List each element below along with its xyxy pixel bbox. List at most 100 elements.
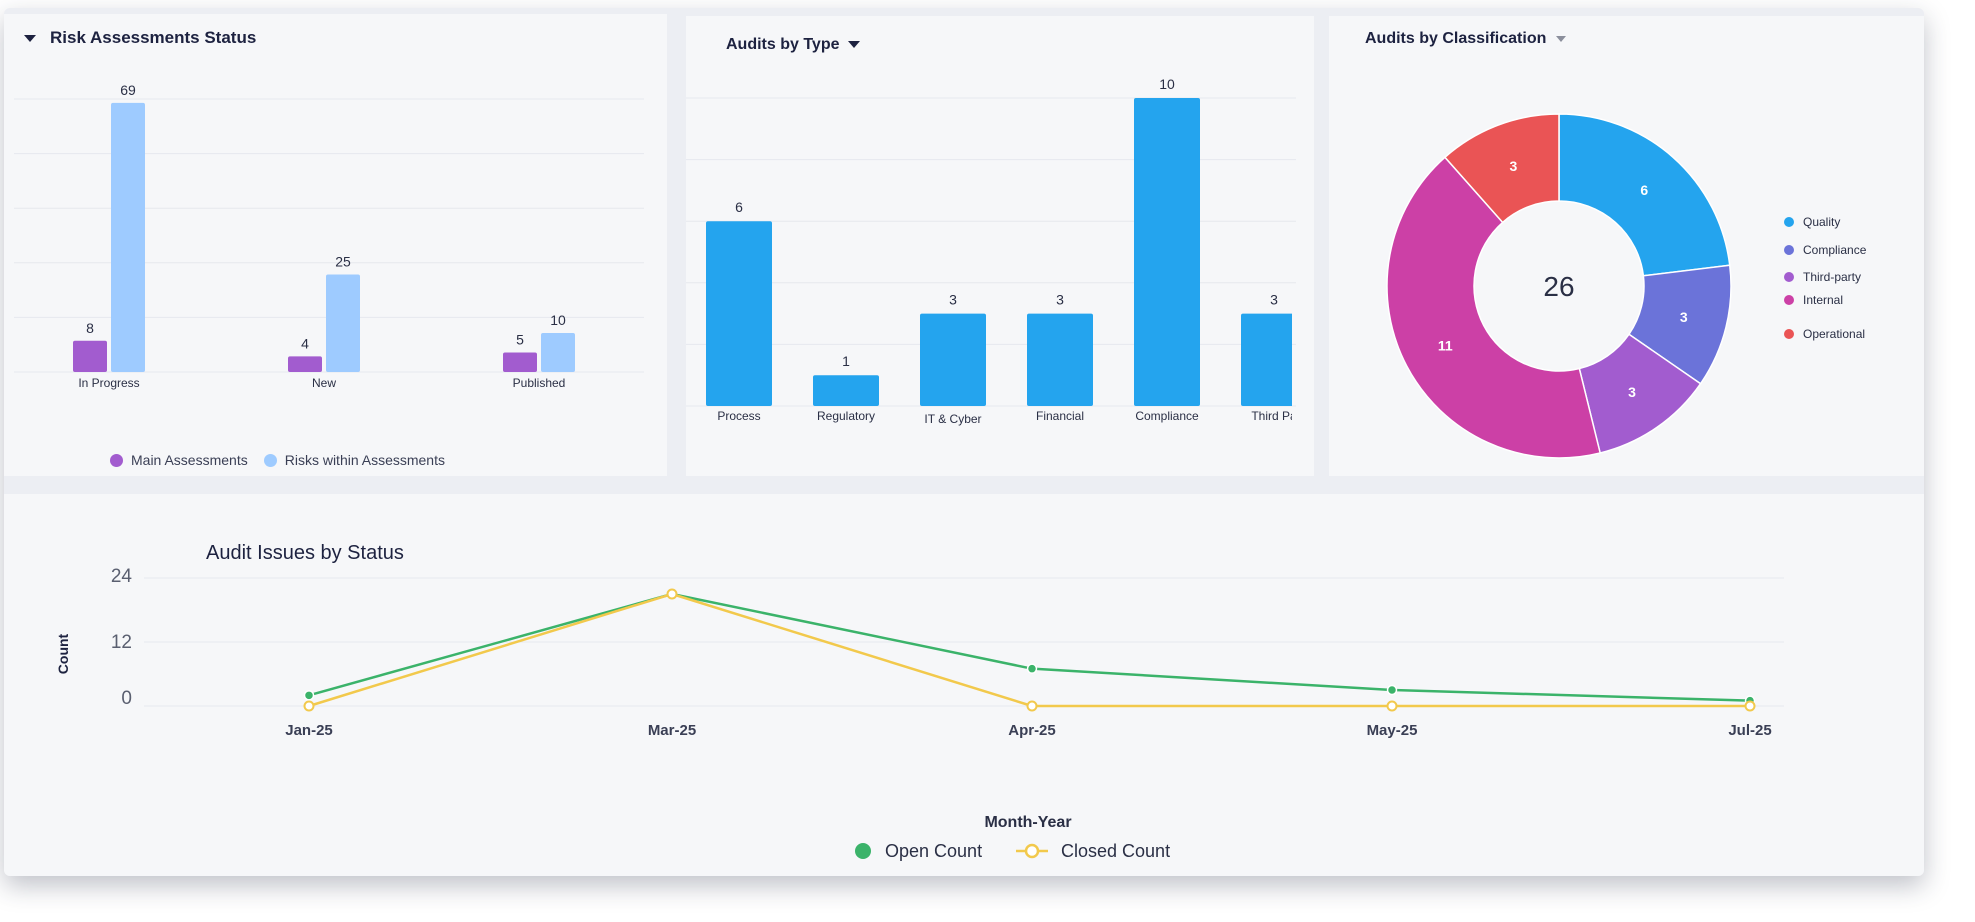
risk-bar-risks-within-assessments-published xyxy=(541,333,575,372)
audit-issues-chart: 0 12 24 Count Month-Year Jan-25 Mar-25 Apr-25 Ma… xyxy=(55,566,1784,861)
legend-label-risks-within[interactable]: Risks within Assessments xyxy=(284,452,445,468)
line-point-closed-count-jan-25 xyxy=(303,700,315,712)
caret-down-icon[interactable] xyxy=(24,35,36,43)
risk-bar-risks-within-assessments-new xyxy=(326,274,360,372)
type-tick-it-cyber: IT & Cyber xyxy=(924,412,981,426)
line-y-tick-0: 0 xyxy=(121,688,132,709)
type-bar-value-compliance: 10 xyxy=(1159,76,1175,92)
line-x-tick-may-25: May-25 xyxy=(1367,722,1418,739)
risk-tick-new: New xyxy=(312,376,336,390)
donut-legend-label-quality: Quality xyxy=(1803,215,1840,229)
donut-legend-label-compliance: Compliance xyxy=(1803,243,1867,257)
line-x-tick-mar-25: Mar-25 xyxy=(648,722,696,739)
line-point-closed-count-jul-25 xyxy=(1744,700,1756,712)
donut-legend-dot-operational xyxy=(1784,329,1794,339)
donut-legend-label-internal: Internal xyxy=(1803,293,1843,307)
audits-by-classification-chart: 6 3 3 11 3 26 Quality Compliance Third-party Inte… xyxy=(1386,113,1867,459)
risk-assessments-panel: Risk Assessments Status 8 69 In Progress 4 2… xyxy=(4,14,667,476)
donut-value-compliance: 3 xyxy=(1680,309,1688,325)
type-tick-process: Process xyxy=(717,409,760,423)
donut-value-internal: 11 xyxy=(1438,338,1453,354)
risk-bar-value-risks-within-assessments-in-progress: 69 xyxy=(120,82,136,98)
line-x-tick-apr-25: Apr-25 xyxy=(1008,722,1056,739)
type-bar-value-it-cyber: 3 xyxy=(949,292,957,308)
risk-tick-published: Published xyxy=(513,376,566,390)
line-legend-label-open-count: Open Count xyxy=(885,841,982,861)
line-series-open-count xyxy=(308,592,1751,702)
type-x-axis-label: Type xyxy=(969,463,998,466)
line-x-tick-jan-25: Jan-25 xyxy=(285,722,333,739)
audit-issues-panel: Audit Issues by Status 0 12 24 Count Month-Y… xyxy=(4,494,1924,876)
risk-bar-main-assessments-in-progress xyxy=(73,340,107,372)
caret-down-icon[interactable] xyxy=(847,41,860,49)
donut-center-total: 26 xyxy=(1543,271,1574,302)
type-bar-value-regulatory: 1 xyxy=(842,353,850,369)
type-bar-value-financial: 3 xyxy=(1056,292,1064,308)
type-bar-regulatory xyxy=(813,375,879,406)
type-tick-third-pa: Third Pa xyxy=(1251,409,1297,423)
donut-slice-internal xyxy=(1386,156,1602,459)
donut-value-third-party: 3 xyxy=(1628,384,1636,400)
line-point-closed-count-mar-25 xyxy=(666,588,678,600)
type-tick-regulatory: Regulatory xyxy=(817,409,875,423)
risk-bar-value-risks-within-assessments-new: 25 xyxy=(335,254,351,270)
donut-slice-operational xyxy=(1443,113,1560,224)
line-y-axis-label: Count xyxy=(55,633,71,674)
donut-legend-dot-third-party xyxy=(1784,272,1794,282)
line-point-closed-count-may-25 xyxy=(1386,700,1398,712)
audits-by-type-title[interactable]: Audits by Type xyxy=(726,36,860,54)
audits-by-classification-title-text: Audits by Classification xyxy=(1365,30,1547,47)
line-series-closed-count xyxy=(308,592,1750,708)
legend-dot-main-assessments xyxy=(110,453,123,467)
risk-bar-value-main-assessments-new: 4 xyxy=(301,335,309,351)
donut-value-quality: 6 xyxy=(1640,182,1648,198)
caret-down-icon[interactable] xyxy=(1556,35,1567,42)
audits-by-classification-title[interactable]: Audits by Classification xyxy=(1365,30,1567,48)
donut-value-operational: 3 xyxy=(1510,158,1518,174)
line-legend-marker-open-count xyxy=(855,843,871,859)
risk-bar-risks-within-assessments-in-progress xyxy=(111,102,145,373)
audits-by-type-panel: Audits by Type 6 Process 1 Regulatory 3 IT & … xyxy=(686,16,1314,476)
risk-legend: Main Assessments Risks within Assessment… xyxy=(110,452,445,468)
risk-bar-value-risks-within-assessments-published: 10 xyxy=(550,312,566,328)
donut-legend-label-operational: Operational xyxy=(1803,327,1865,341)
risk-tick-in-progress: In Progress xyxy=(78,376,139,390)
line-point-open-count-jan-25 xyxy=(303,690,315,701)
risk-assessments-title[interactable]: Risk Assessments Status xyxy=(24,28,256,48)
audit-issues-title: Audit Issues by Status xyxy=(206,542,404,565)
type-bar-value-process: 6 xyxy=(735,199,743,215)
line-x-axis-label: Month-Year xyxy=(984,814,1071,831)
type-tick-financial: Financial xyxy=(1036,409,1084,423)
audits-by-classification-panel: Audits by Classification 6 3 3 11 3 26 Quality… xyxy=(1329,16,1924,476)
line-point-open-count-may-25 xyxy=(1386,684,1398,696)
donut-legend-label-third-party: Third-party xyxy=(1803,270,1861,284)
legend-label-main-assessments[interactable]: Main Assessments xyxy=(131,452,248,468)
type-bar-value-third-pa: 3 xyxy=(1270,292,1278,308)
line-point-open-count-apr-25 xyxy=(1026,663,1038,674)
risk-bar-value-main-assessments-in-progress: 8 xyxy=(86,320,94,336)
line-y-tick-12: 12 xyxy=(111,632,132,653)
audits-by-type-title-text: Audits by Type xyxy=(726,36,840,53)
line-point-closed-count-apr-25 xyxy=(1026,700,1038,712)
audit-issues-title-text: Audit Issues by Status xyxy=(206,542,404,564)
dashboard-frame: Risk Assessments Status 8 69 In Progress 4 2… xyxy=(4,8,1924,876)
type-bar-third-pa xyxy=(1241,313,1292,406)
donut-legend-dot-compliance xyxy=(1784,245,1794,255)
legend-dot-risks-within xyxy=(263,453,277,467)
line-legend-marker-closed-count xyxy=(1024,843,1040,859)
line-y-tick-24: 24 xyxy=(111,566,133,587)
risk-bar-main-assessments-published xyxy=(503,352,537,372)
type-bars-group: 6 Process 1 Regulatory 3 IT & Cyber 3 Financial… xyxy=(706,76,1297,426)
type-bar-process xyxy=(706,221,772,406)
type-bar-compliance xyxy=(1134,98,1200,406)
audits-by-type-chart: 6 Process 1 Regulatory 3 IT & Cyber 3 Financial… xyxy=(686,76,1297,466)
donut-legend-dot-internal xyxy=(1784,295,1794,305)
risk-bar-main-assessments-new xyxy=(288,356,322,372)
donut-legend-dot-quality xyxy=(1784,217,1794,227)
risk-assessments-chart: 8 69 In Progress 4 25 New 5 10 Published xyxy=(14,82,644,390)
type-tick-compliance: Compliance xyxy=(1135,409,1199,423)
risk-bar-value-main-assessments-published: 5 xyxy=(516,332,524,348)
type-bar-it-cyber xyxy=(920,313,986,406)
line-legend-label-closed-count: Closed Count xyxy=(1061,841,1170,861)
donut-slice-quality xyxy=(1558,113,1731,277)
